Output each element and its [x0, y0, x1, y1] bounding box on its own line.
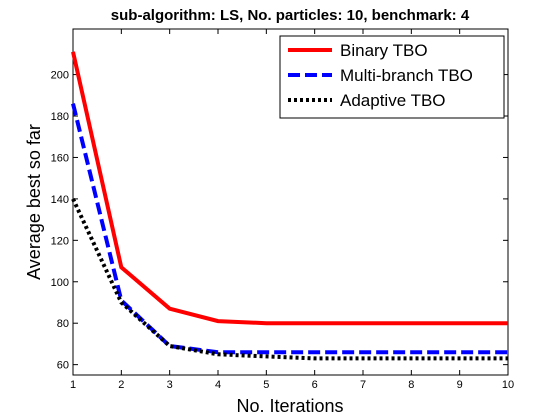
y-tick-label: 180 — [51, 111, 69, 123]
x-tick-label: 2 — [118, 379, 124, 391]
y-tick-label: 140 — [51, 194, 69, 206]
chart-title: sub-algorithm: LS, No. particles: 10, be… — [111, 7, 470, 24]
legend-label-3: Adaptive TBO — [340, 91, 446, 110]
axis-ticks: 1 2 3 4 5 6 7 8 9 10 60 80 100 120 140 160 180 200 — [51, 29, 514, 391]
x-tick-label: 4 — [215, 379, 221, 391]
y-tick-label: 100 — [51, 277, 69, 289]
series-line-1 — [71, 51, 508, 326]
y-axis-label: Average best so far — [24, 124, 44, 280]
x-tick-label: 8 — [408, 379, 414, 391]
legend-label-1: Binary TBO — [340, 41, 428, 60]
x-tick-label: 1 — [70, 379, 76, 391]
y-tick-label: 120 — [51, 235, 69, 247]
series-line-2 — [71, 103, 508, 355]
x-tick-label: 5 — [263, 379, 269, 391]
legend-label-2: Multi-branch TBO — [340, 66, 473, 85]
x-tick-label: 3 — [167, 379, 173, 391]
series-line-3 — [71, 198, 508, 361]
x-axis-label: No. Iterations — [236, 396, 343, 416]
x-tick-label: 6 — [312, 379, 318, 391]
y-tick-label: 60 — [57, 360, 69, 372]
legend: Binary TBO Multi-branch TBO Adaptive TBO — [279, 35, 505, 119]
y-tick-label: 80 — [57, 318, 69, 330]
x-tick-label: 10 — [502, 379, 514, 391]
y-tick-label: 200 — [51, 70, 69, 82]
x-tick-label: 9 — [457, 379, 463, 391]
series-lines — [71, 51, 508, 361]
x-tick-label: 7 — [360, 379, 366, 391]
y-tick-label: 160 — [51, 152, 69, 164]
